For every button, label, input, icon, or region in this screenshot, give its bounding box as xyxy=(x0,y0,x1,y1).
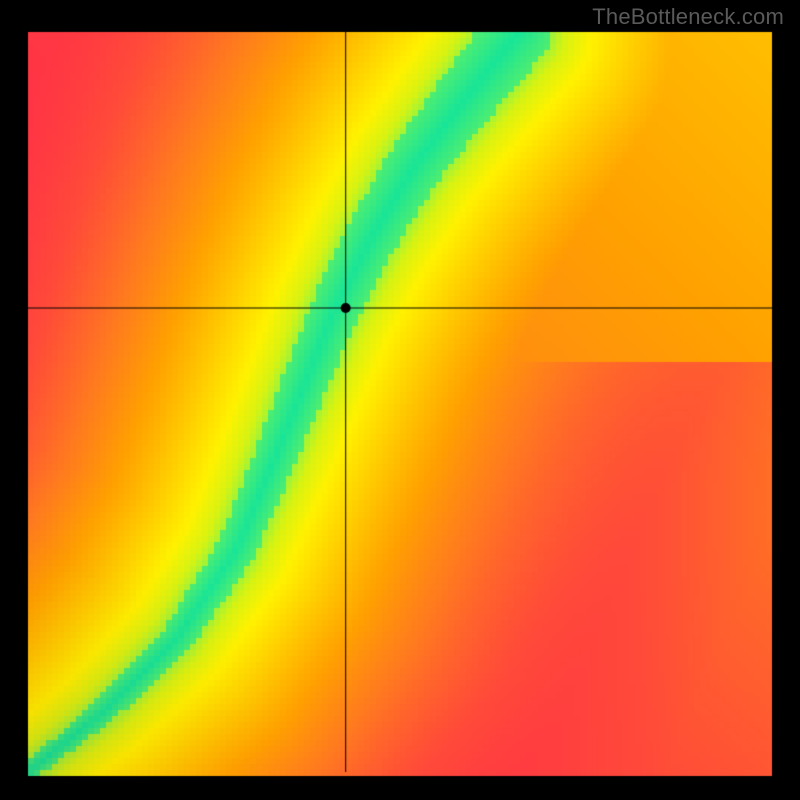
chart-container: TheBottleneck.com xyxy=(0,0,800,800)
heatmap-canvas xyxy=(0,0,800,800)
watermark-text: TheBottleneck.com xyxy=(592,4,784,30)
